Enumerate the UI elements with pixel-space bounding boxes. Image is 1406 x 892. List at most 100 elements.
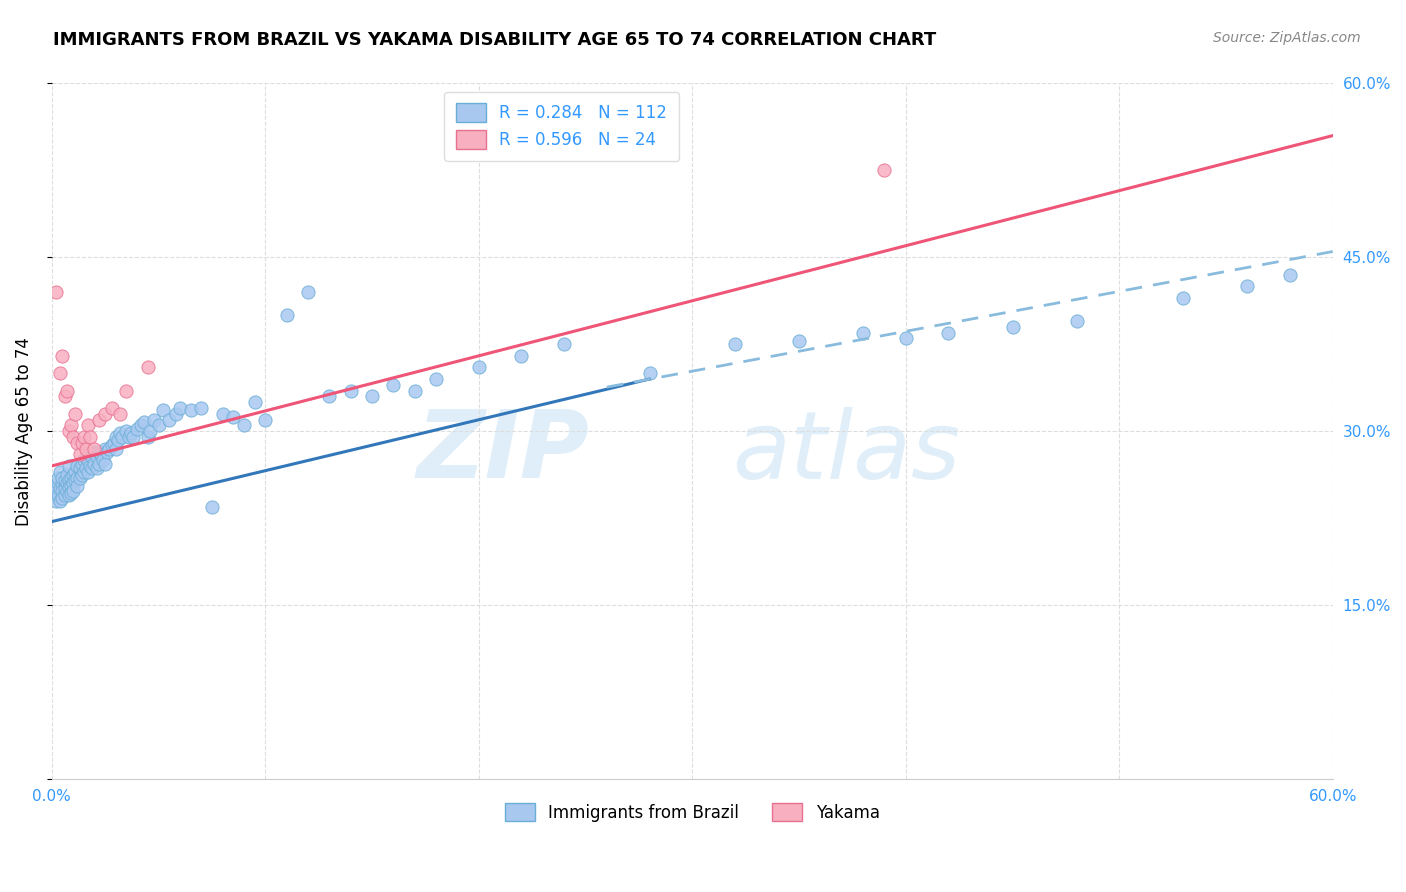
Point — [115, 424, 138, 438]
Point — [83, 445, 105, 459]
Point — [73, 430, 96, 444]
Point — [94, 407, 117, 421]
Point — [79, 447, 101, 461]
Point — [91, 453, 114, 467]
Point — [82, 461, 104, 475]
Point — [108, 426, 131, 441]
Text: IMMIGRANTS FROM BRAZIL VS YAKAMA DISABILITY AGE 65 TO 74 CORRELATION CHART: IMMIGRANTS FROM BRAZIL VS YAKAMA DISABIL… — [53, 31, 936, 49]
Point — [131, 418, 153, 433]
Point — [70, 435, 93, 450]
Point — [65, 465, 87, 479]
Point — [1173, 291, 1195, 305]
Point — [70, 457, 93, 471]
Point — [87, 445, 110, 459]
Point — [62, 468, 84, 483]
Point — [86, 450, 108, 464]
Point — [65, 473, 87, 487]
Point — [59, 470, 82, 484]
Point — [94, 442, 117, 456]
Point — [53, 473, 76, 487]
Point — [510, 349, 533, 363]
Point — [77, 465, 100, 479]
Point — [1001, 319, 1024, 334]
Point — [87, 457, 110, 471]
Point — [787, 334, 810, 348]
Text: ZIP: ZIP — [418, 406, 589, 498]
Point — [157, 412, 180, 426]
Point — [62, 476, 84, 491]
Point — [51, 476, 73, 491]
Point — [51, 491, 73, 506]
Point — [55, 384, 77, 398]
Point — [42, 488, 65, 502]
Point — [468, 360, 491, 375]
Point — [361, 389, 384, 403]
Point — [51, 470, 73, 484]
Point — [59, 478, 82, 492]
Point — [75, 450, 97, 464]
Point — [1066, 314, 1088, 328]
Point — [139, 424, 162, 438]
Point — [873, 163, 896, 178]
Point — [46, 488, 69, 502]
Point — [190, 401, 212, 415]
Point — [103, 435, 125, 450]
Point — [136, 430, 159, 444]
Point — [49, 465, 72, 479]
Point — [724, 337, 747, 351]
Point — [55, 484, 77, 499]
Point — [58, 473, 80, 487]
Point — [122, 430, 145, 444]
Point — [553, 337, 575, 351]
Point — [136, 360, 159, 375]
Point — [66, 435, 89, 450]
Point — [83, 457, 105, 471]
Point — [77, 453, 100, 467]
Legend: Immigrants from Brazil, Yakama: Immigrants from Brazil, Yakama — [494, 791, 891, 833]
Point — [111, 430, 134, 444]
Point — [65, 407, 87, 421]
Point — [62, 484, 84, 499]
Point — [66, 478, 89, 492]
Text: Source: ZipAtlas.com: Source: ZipAtlas.com — [1213, 31, 1361, 45]
Point — [180, 403, 202, 417]
Point — [107, 434, 129, 448]
Point — [894, 331, 917, 345]
Point — [59, 418, 82, 433]
Point — [104, 442, 127, 456]
Point — [127, 422, 149, 436]
Point — [77, 418, 100, 433]
Point — [852, 326, 875, 340]
Point — [120, 426, 142, 441]
Point — [148, 418, 170, 433]
Point — [69, 470, 91, 484]
Point — [115, 384, 138, 398]
Point — [55, 468, 77, 483]
Point — [90, 447, 112, 461]
Point — [46, 470, 69, 484]
Point — [46, 476, 69, 491]
Point — [117, 430, 139, 444]
Point — [339, 384, 361, 398]
Text: atlas: atlas — [733, 407, 960, 498]
Point — [70, 468, 93, 483]
Point — [69, 447, 91, 461]
Point — [58, 480, 80, 494]
Point — [75, 442, 97, 456]
Point — [58, 488, 80, 502]
Point — [211, 407, 233, 421]
Point — [69, 461, 91, 475]
Point — [104, 430, 127, 444]
Point — [83, 442, 105, 456]
Point — [49, 482, 72, 496]
Point — [51, 349, 73, 363]
Point — [318, 389, 340, 403]
Point — [938, 326, 960, 340]
Point — [96, 445, 118, 459]
Point — [66, 458, 89, 473]
Point — [425, 372, 447, 386]
Point — [82, 450, 104, 464]
Point — [73, 453, 96, 467]
Point — [53, 389, 76, 403]
Point — [73, 465, 96, 479]
